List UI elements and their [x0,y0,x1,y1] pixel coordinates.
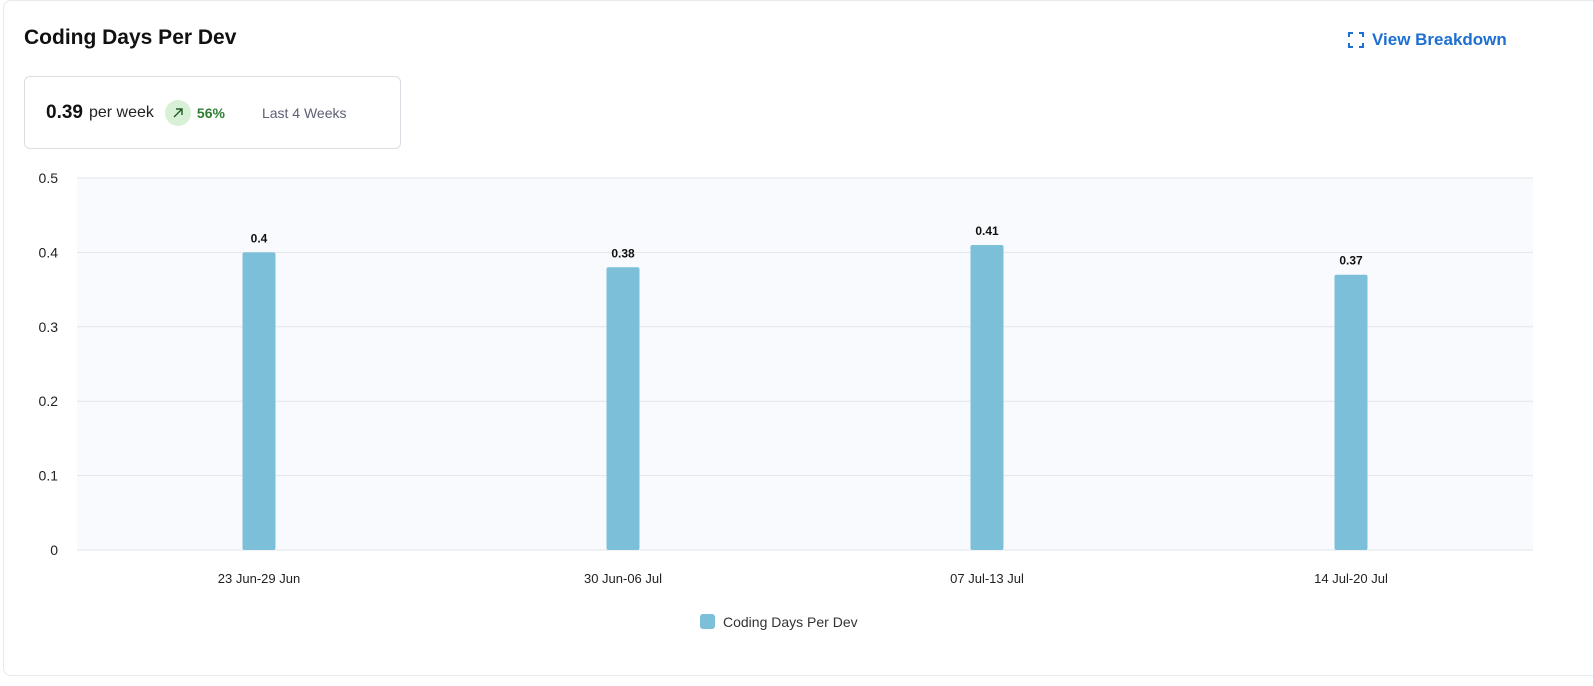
x-tick-label: 14 Jul-20 Jul [1314,571,1388,586]
view-breakdown-label: View Breakdown [1372,30,1507,49]
y-tick-label: 0.3 [39,319,59,335]
legend-swatch [700,614,715,629]
x-tick-label: 30 Jun-06 Jul [584,571,662,586]
trend-up-icon [164,99,191,126]
bar [242,252,276,550]
bar [1334,274,1368,550]
legend-label: Coding Days Per Dev [723,614,858,630]
y-tick-label: 0.5 [39,170,59,186]
bar [606,267,640,550]
stat-period: Last 4 Weeks [261,104,347,121]
stat-value: 0.39 [46,101,83,123]
page-title: Coding Days Per Dev [24,26,237,49]
chart-card [3,0,1593,676]
expand-icon [1348,32,1364,48]
data-label: 0.37 [1339,254,1363,268]
plot-area [77,178,1533,550]
x-tick-label: 23 Jun-29 Jun [218,571,300,586]
data-label: 0.38 [611,246,635,260]
stat-change: 56% [196,104,225,121]
bar [970,244,1004,550]
y-tick-label: 0.1 [39,468,59,484]
stat-unit: per week [88,103,154,121]
y-tick-label: 0.2 [39,393,59,409]
stat-summary: 0.39 per week 56% Last 4 Weeks [24,76,401,149]
y-tick-label: 0 [50,542,58,558]
x-tick-label: 07 Jul-13 Jul [950,571,1024,586]
y-tick-label: 0.4 [39,244,59,260]
data-label: 0.41 [975,224,999,238]
view-breakdown-button[interactable]: View Breakdown [1348,30,1507,50]
data-label: 0.4 [251,231,268,245]
